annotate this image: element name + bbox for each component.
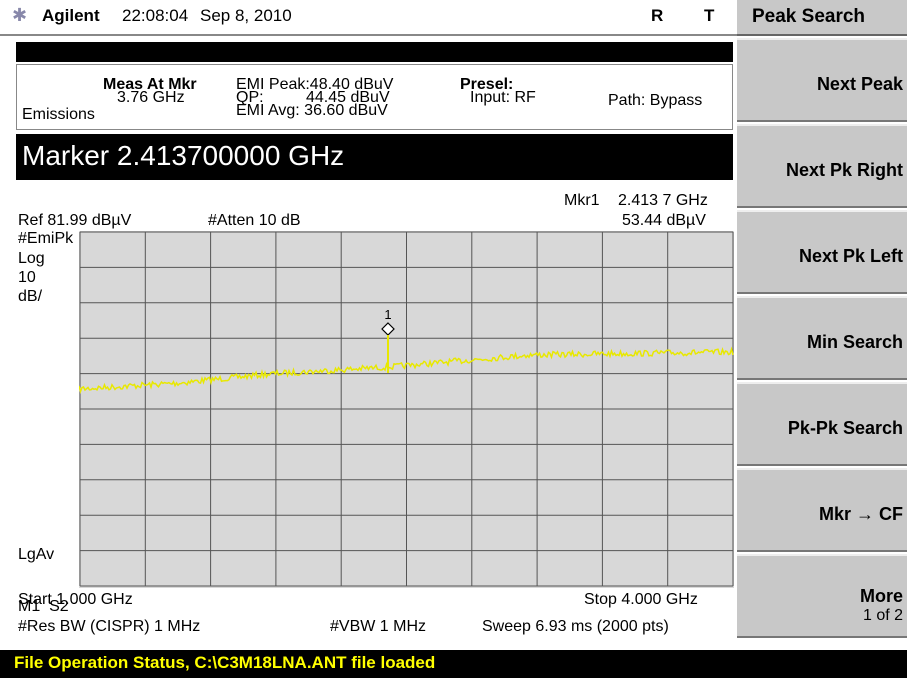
date: Sep 8, 2010 <box>200 6 292 25</box>
scale-unit: dB/ <box>18 288 43 305</box>
vbw: #VBW 1 MHz <box>330 618 427 635</box>
softkey-label: Next Pk Right <box>785 160 903 180</box>
rbw: #Res BW (CISPR) 1 MHz <box>18 618 201 635</box>
mkr-label: Mkr1 <box>564 192 600 209</box>
qp-label: QP: <box>236 89 264 106</box>
softkey-sub: 1 of 2 <box>862 607 903 624</box>
softkey-label: Next Pk Left <box>798 246 903 266</box>
mkr-freq: 2.413 7 GHz <box>618 192 708 209</box>
input: Input: RF <box>470 89 536 106</box>
detector: #EmiPk <box>18 230 74 247</box>
marker-entry-box <box>16 134 733 180</box>
brand: Agilent <box>42 6 100 25</box>
softkey[interactable]: Mkr → CF <box>737 468 907 552</box>
softkey-label: Min Search <box>806 332 903 352</box>
ref-level: Ref 81.99 dBµV <box>18 212 132 229</box>
softkey-label: Pk-Pk Search <box>787 418 903 438</box>
softkey-title: Peak Search <box>752 6 866 27</box>
mode: Emissions <box>22 106 95 123</box>
softkey-label: More <box>859 586 903 606</box>
atten: #Atten 10 dB <box>208 212 301 229</box>
softkey-label: Next Peak <box>816 74 903 94</box>
emi-avg: EMI Avg: 36.60 dBuV <box>236 102 388 119</box>
trace <box>79 346 734 394</box>
flag: T <box>704 6 715 25</box>
stop: Stop 4.000 GHz <box>584 591 698 608</box>
status: File Operation Status, C:\C3M18LNA.ANT f… <box>14 653 436 672</box>
title-bar <box>16 42 733 62</box>
sweep: Sweep 6.93 ms (2000 pts) <box>482 618 669 635</box>
plot-area: 1 <box>79 231 734 588</box>
status-bar <box>0 650 907 678</box>
path: Path: Bypass <box>608 92 703 109</box>
start: Start 1.000 GHz <box>18 591 133 608</box>
softkey[interactable]: Next Pk Right <box>737 124 907 208</box>
info-box <box>16 64 733 130</box>
avg: LgAv <box>18 546 55 563</box>
scale-value: 10 <box>18 269 36 286</box>
softkey[interactable]: Min Search <box>737 296 907 380</box>
time: 22:08:04 <box>122 6 189 25</box>
softkey[interactable]: Next Pk Left <box>737 210 907 294</box>
softkey[interactable]: More 1 of 2 <box>737 554 907 638</box>
header-bar <box>0 0 737 36</box>
softkey-label: Mkr → CF <box>818 504 903 524</box>
mkr-amp: 53.44 dBµV <box>622 212 706 229</box>
marker-entry: Marker 2.413700000 GHz <box>22 140 345 171</box>
meas-label: Meas At Mkr <box>103 76 197 93</box>
scale: Log <box>18 250 45 267</box>
softkey-title-bar <box>737 0 907 36</box>
emi-peak: EMI Peak:48.40 dBuV <box>236 76 394 93</box>
logo: ✱ <box>12 5 28 25</box>
marker-status: M1 S2 <box>18 598 69 615</box>
marker-number: 1 <box>384 307 391 322</box>
meas-freq: 3.76 GHz <box>117 89 185 106</box>
presel: Presel: <box>460 76 514 93</box>
qp-value: 44.45 dBuV <box>306 89 390 106</box>
flag: R <box>651 6 664 25</box>
softkey[interactable]: Pk-Pk Search <box>737 382 907 466</box>
softkey[interactable]: Next Peak <box>737 38 907 122</box>
